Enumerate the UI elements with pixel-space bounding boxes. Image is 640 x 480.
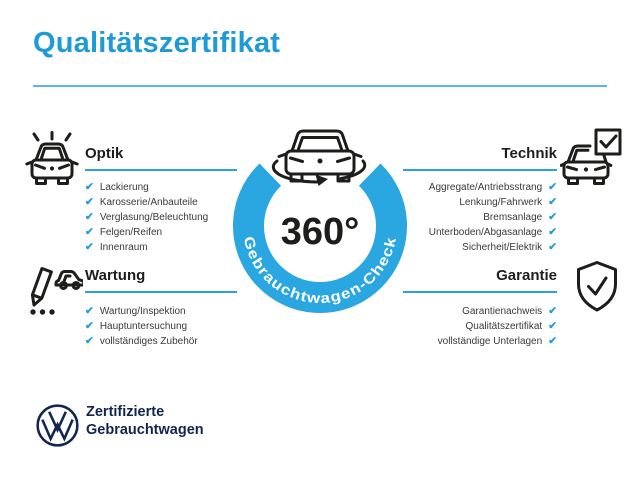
check-icon: ✔: [548, 196, 557, 209]
check-icon: ✔: [85, 241, 94, 254]
checklist-item: Garantienachweis ✔: [375, 304, 557, 319]
checklist-item-label: Garantienachweis: [462, 306, 543, 317]
checklist-item: Qualitätszertifikat ✔: [375, 319, 557, 334]
check-icon: ✔: [548, 305, 557, 318]
vw-logo: [36, 404, 79, 447]
check-icon: ✔: [548, 241, 557, 254]
checklist-item-label: vollständiges Zubehör: [99, 336, 198, 347]
checklist-item: ✔ vollständiges Zubehör: [85, 334, 255, 349]
checklist-item-label: Felgen/Reifen: [99, 227, 163, 238]
section-title-garantie: Garantie: [496, 267, 557, 284]
check-icon: ✔: [548, 320, 557, 333]
checklist-item: ✔ Hauptuntersuchung: [85, 319, 255, 334]
checklist-item-label: Sicherheit/Elektrik: [462, 242, 543, 253]
blue-ring: [233, 163, 407, 313]
checklist-item-label: Bremsanlage: [483, 212, 543, 223]
footer-line2: Gebrauchtwagen: [86, 422, 204, 438]
checklist-technik: Aggregate/Antriebsstrang ✔ Lenkung/Fahrwe…: [375, 180, 557, 255]
check-icon: ✔: [85, 320, 94, 333]
checklist-item: ✔ Wartung/Inspektion: [85, 304, 255, 319]
shield-check-icon: [574, 259, 620, 316]
check-icon: ✔: [85, 196, 94, 209]
section-underline-garantie: [403, 291, 557, 293]
check-icon: ✔: [85, 181, 94, 194]
car-shine-icon: [25, 130, 79, 188]
checklist-item-label: Hauptuntersuchung: [99, 321, 188, 332]
checklist-item: vollständige Unterlagen ✔: [375, 334, 557, 349]
checklist-item-label: Aggregate/Antriebsstrang: [428, 182, 543, 193]
360-label: 360°: [281, 211, 360, 253]
check-icon: ✔: [85, 211, 94, 224]
pencil-checklist-car-icon: [23, 260, 83, 316]
section-title-wartung: Wartung: [85, 267, 146, 284]
checklist-item-label: Wartung/Inspektion: [99, 306, 186, 317]
section-title-technik: Technik: [501, 145, 557, 162]
check-icon: ✔: [85, 335, 94, 348]
check-icon: ✔: [85, 226, 94, 239]
check-icon: ✔: [548, 335, 557, 348]
section-underline-optik: [85, 169, 237, 171]
checklist-item: Lenkung/Fahrwerk ✔: [375, 195, 557, 210]
checklist-optik: ✔ Lackierung ✔ Karosserie/Anbauteile ✔ Verg…: [85, 180, 255, 255]
check-icon: ✔: [548, 181, 557, 194]
checklist-item: ✔ Felgen/Reifen: [85, 225, 255, 240]
page-title: Qualitätszertifikat: [33, 27, 281, 59]
checklist-item-label: vollständige Unterlagen: [437, 336, 543, 347]
checklist-item: Sicherheit/Elektrik ✔: [375, 240, 557, 255]
checklist-item: Aggregate/Antriebsstrang ✔: [375, 180, 557, 195]
footer-line1: Zertifizierte: [86, 404, 165, 420]
checklist-item-label: Unterboden/Abgasanlage: [428, 227, 543, 238]
checklist-garantie: Garantienachweis ✔ Qualitätszertifikat ✔ v…: [375, 304, 557, 349]
section-underline-technik: [403, 169, 557, 171]
360-check-badge: Gebrauchtwagen-Check 360°: [233, 129, 407, 313]
checklist-item-label: Karosserie/Anbauteile: [99, 197, 198, 208]
checklist-item-label: Qualitätszertifikat: [465, 321, 543, 332]
checklist-item-label: Verglasung/Beleuchtung: [99, 212, 209, 223]
checklist-item-label: Innenraum: [99, 242, 148, 253]
section-underline-wartung: [85, 291, 237, 293]
checklist-item-label: Lackierung: [99, 182, 149, 193]
checklist-item: Unterboden/Abgasanlage ✔: [375, 225, 557, 240]
car-rotation-icon: [271, 129, 367, 186]
check-icon: ✔: [548, 211, 557, 224]
title-divider: [33, 85, 607, 87]
checklist-wartung: ✔ Wartung/Inspektion ✔ Hauptuntersuchung ✔…: [85, 304, 255, 349]
checklist-item: ✔ Innenraum: [85, 240, 255, 255]
footer-brand-text: Zertifizierte Gebrauchtwagen: [86, 403, 204, 439]
car-checkbox-icon: [560, 128, 622, 186]
checklist-item: ✔ Verglasung/Beleuchtung: [85, 210, 255, 225]
check-icon: ✔: [85, 305, 94, 318]
section-title-optik: Optik: [85, 145, 124, 162]
check-icon: ✔: [548, 226, 557, 239]
checklist-item-label: Lenkung/Fahrwerk: [459, 197, 543, 208]
checklist-item: ✔ Karosserie/Anbauteile: [85, 195, 255, 210]
checklist-item: ✔ Lackierung: [85, 180, 255, 195]
checklist-item: Bremsanlage ✔: [375, 210, 557, 225]
